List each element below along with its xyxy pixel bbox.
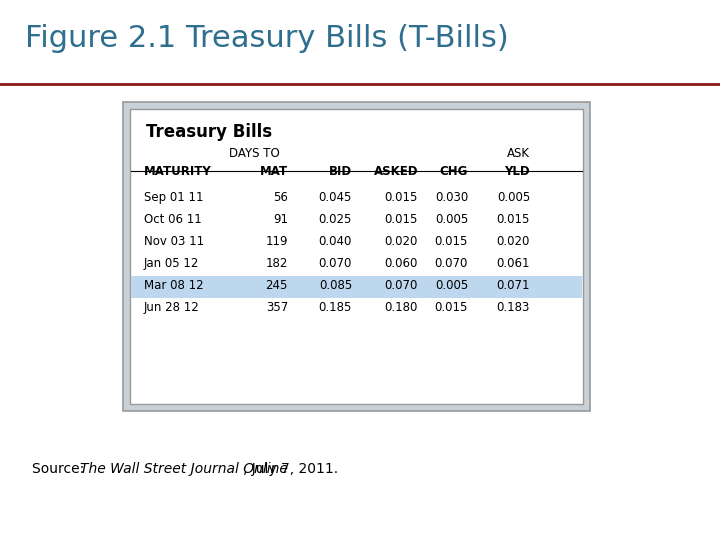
Text: Mar 08 12: Mar 08 12 <box>144 279 204 292</box>
Bar <box>131 276 582 298</box>
Text: Jun 28 12: Jun 28 12 <box>144 301 199 314</box>
Text: BID: BID <box>329 165 352 178</box>
Text: MAT: MAT <box>260 165 288 178</box>
Text: 2-10: 2-10 <box>674 521 702 534</box>
Text: 0.020: 0.020 <box>497 235 530 248</box>
Text: 0.070: 0.070 <box>319 257 352 270</box>
Text: 0.040: 0.040 <box>319 235 352 248</box>
Text: Source:: Source: <box>32 462 89 476</box>
Text: 0.060: 0.060 <box>384 257 418 270</box>
Text: DAYS TO: DAYS TO <box>229 147 279 160</box>
Text: 91: 91 <box>273 213 288 226</box>
Text: 0.070: 0.070 <box>435 257 468 270</box>
Text: 0.015: 0.015 <box>384 213 418 226</box>
Text: 0.061: 0.061 <box>497 257 530 270</box>
Text: 0.015: 0.015 <box>435 235 468 248</box>
Text: 119: 119 <box>266 235 288 248</box>
Text: 0.015: 0.015 <box>435 301 468 314</box>
Text: 182: 182 <box>266 257 288 270</box>
Text: Oct 06 11: Oct 06 11 <box>144 213 202 226</box>
Text: 0.015: 0.015 <box>497 213 530 226</box>
Text: 0.015: 0.015 <box>384 191 418 204</box>
Text: 0.185: 0.185 <box>319 301 352 314</box>
Text: 0.005: 0.005 <box>435 213 468 226</box>
Text: YLD: YLD <box>505 165 530 178</box>
Text: 0.005: 0.005 <box>435 279 468 292</box>
Text: ASKED: ASKED <box>374 165 418 178</box>
Text: 0.030: 0.030 <box>435 191 468 204</box>
Text: ASK: ASK <box>506 147 529 160</box>
Bar <box>123 102 590 411</box>
Text: , July 7, 2011.: , July 7, 2011. <box>243 462 338 476</box>
Text: Figure 2.1 Treasury Bills (T-Bills): Figure 2.1 Treasury Bills (T-Bills) <box>25 24 509 53</box>
Text: The Wall Street Journal Online: The Wall Street Journal Online <box>80 462 288 476</box>
Text: MATURITY: MATURITY <box>144 165 212 178</box>
Text: Nov 03 11: Nov 03 11 <box>144 235 204 248</box>
Text: 0.025: 0.025 <box>319 213 352 226</box>
Text: 0.020: 0.020 <box>384 235 418 248</box>
Text: Jan 05 12: Jan 05 12 <box>144 257 199 270</box>
Text: CHG: CHG <box>440 165 468 178</box>
Text: 0.085: 0.085 <box>319 279 352 292</box>
Text: 357: 357 <box>266 301 288 314</box>
Text: 0.005: 0.005 <box>497 191 530 204</box>
Text: 0.045: 0.045 <box>319 191 352 204</box>
Text: 245: 245 <box>266 279 288 292</box>
Text: 0.183: 0.183 <box>497 301 530 314</box>
Text: 0.180: 0.180 <box>384 301 418 314</box>
Text: Treasury Bills: Treasury Bills <box>146 123 272 141</box>
Text: 56: 56 <box>273 191 288 204</box>
Bar <box>130 109 583 404</box>
Text: 0.070: 0.070 <box>384 279 418 292</box>
Text: 0.071: 0.071 <box>497 279 530 292</box>
Text: Sep 01 11: Sep 01 11 <box>144 191 204 204</box>
